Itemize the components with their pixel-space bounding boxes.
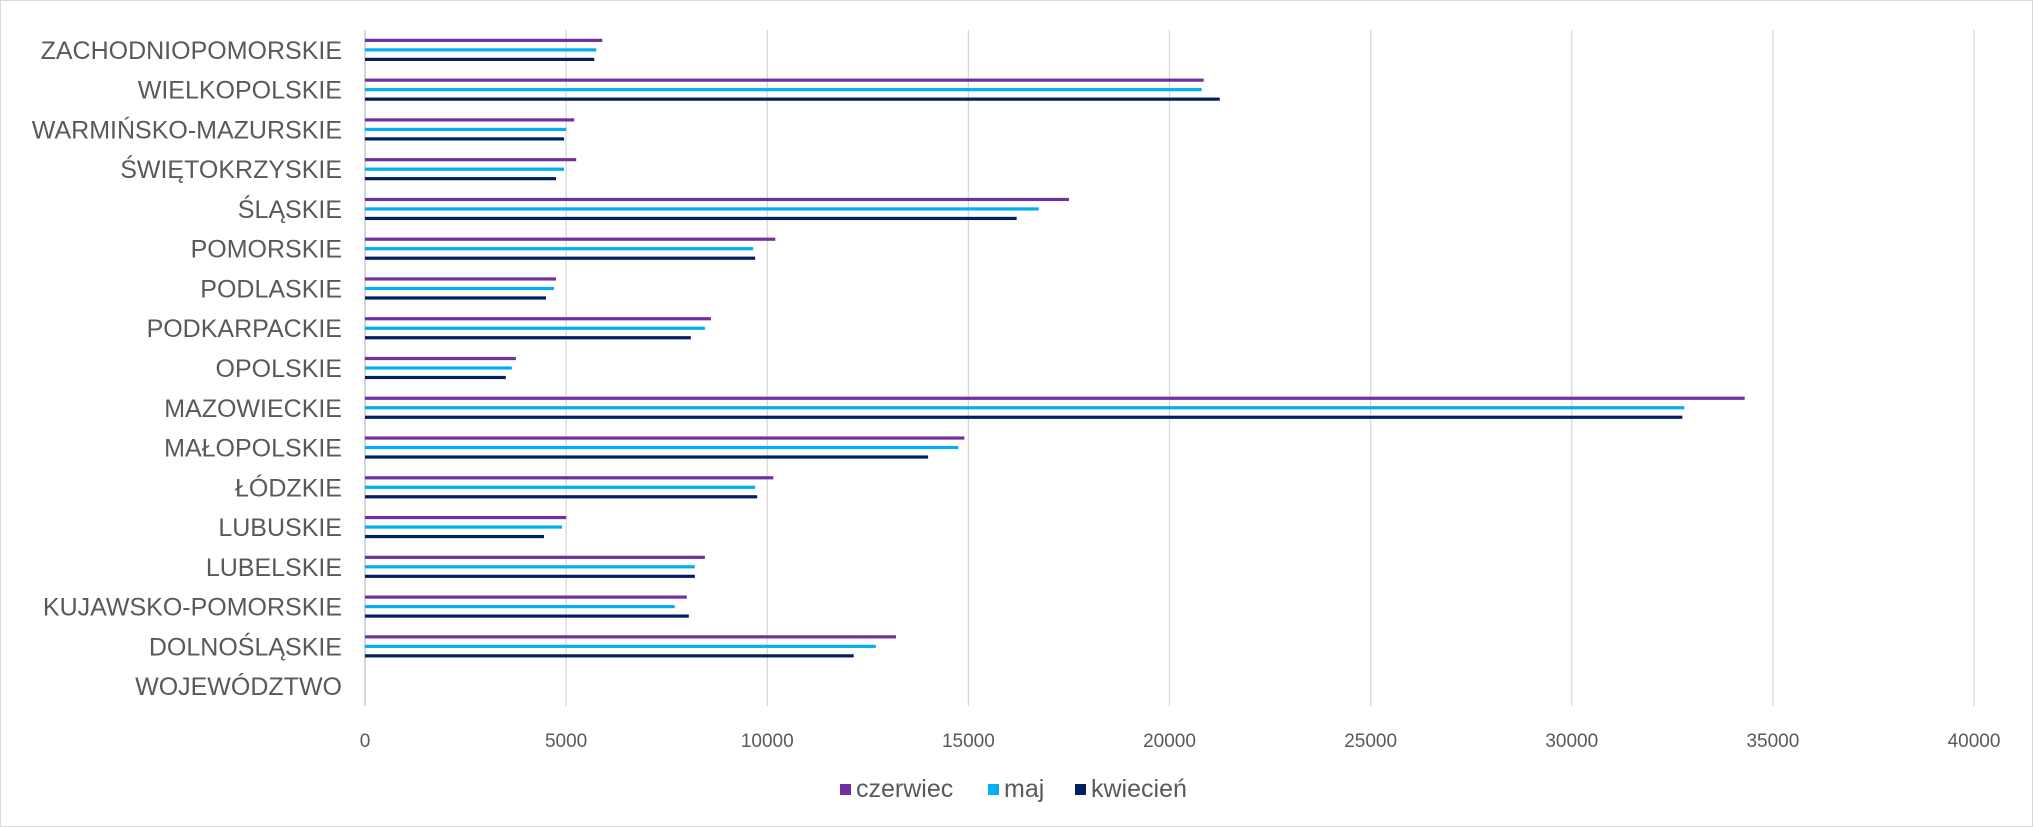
bar-maj [365, 565, 695, 569]
bar-maj [365, 48, 597, 52]
x-tick-label: 15000 [942, 731, 995, 752]
x-tick-label: 25000 [1344, 731, 1397, 752]
bar-czerwiec [365, 158, 577, 162]
bar-kwiecień [365, 375, 506, 380]
bar-maj [365, 88, 1202, 92]
category-label: ZACHODNIOPOMORSKIE [41, 37, 342, 65]
bar-czerwiec [365, 515, 567, 520]
category-label: WOJEWÓDZTWO [135, 672, 342, 701]
legend-label: kwiecień [1091, 775, 1187, 803]
bar-maj [365, 286, 555, 291]
bar-kwiecień [365, 137, 565, 141]
bar-kwiecień [365, 574, 695, 578]
bar-maj [365, 644, 876, 648]
category-label: LUBUSKIE [218, 514, 342, 542]
category-label: WIELKOPOLSKIE [138, 77, 342, 105]
x-tick-label: 35000 [1746, 731, 1799, 752]
bar-kwiecień [365, 654, 854, 658]
category-label: MAŁOPOLSKIE [164, 435, 342, 463]
x-tick-label: 10000 [741, 731, 794, 752]
bar-maj [365, 485, 756, 489]
bar-maj [365, 326, 705, 330]
bar-czerwiec [365, 197, 1069, 202]
bar-maj [365, 604, 675, 609]
category-label: OPOLSKIE [216, 355, 342, 383]
bar-kwiecień [365, 534, 545, 539]
bar-maj [365, 207, 1039, 211]
bar-czerwiec [365, 436, 965, 440]
bar-czerwiec [365, 555, 705, 559]
category-label: LUBELSKIE [206, 554, 342, 582]
category-label: KUJAWSKO-POMORSKIE [43, 594, 342, 622]
bar-maj [365, 406, 1685, 410]
bar-maj [365, 525, 563, 529]
category-label: ŚLĄSKIE [238, 194, 342, 224]
legend: czerwiec maj kwiecień [840, 775, 1187, 803]
bar-czerwiec [365, 356, 516, 361]
x-tick-label: 40000 [1948, 731, 2001, 752]
legend-swatch-czerwiec [840, 784, 851, 795]
category-label: PODKARPACKIE [147, 315, 342, 343]
category-label: POMORSKIE [191, 236, 342, 264]
bar-maj [365, 445, 959, 450]
category-label: ŁÓDZKIE [235, 473, 342, 502]
x-tick-label: 5000 [545, 731, 587, 752]
bar-czerwiec [365, 595, 687, 599]
bar-kwiecień [365, 614, 689, 618]
bar-kwiecień [365, 57, 595, 61]
x-tick-labels: 0 5000 10000 15000 20000 25000 30000 35000 40000 [360, 731, 2001, 752]
bar-maj [365, 127, 567, 132]
bar-kwiecień [365, 455, 929, 459]
bar-kwiecień [365, 256, 756, 260]
bar-czerwiec [365, 317, 711, 321]
legend-swatch-kwiecień [1075, 784, 1086, 795]
bar-maj [365, 366, 512, 370]
bar-czerwiec [365, 476, 774, 480]
category-label: ŚWIĘTOKRZYSKIE [120, 154, 342, 184]
bar-czerwiec [365, 78, 1204, 82]
bar-czerwiec [365, 396, 1745, 400]
bar-kwiecień [365, 97, 1220, 101]
bar-kwiecień [365, 216, 1017, 221]
bar-kwiecień [365, 495, 758, 499]
bar-kwiecień [365, 177, 557, 181]
x-tick-label: 0 [360, 731, 371, 752]
bar-czerwiec [365, 237, 776, 241]
x-tick-label: 20000 [1143, 731, 1196, 752]
gridlines [364, 30, 1975, 706]
bar-kwiecień [365, 296, 547, 300]
bar-czerwiec [365, 635, 896, 639]
x-tick-label: 30000 [1545, 731, 1598, 752]
bars [365, 38, 1745, 658]
bar-kwiecień [365, 336, 691, 340]
bar-kwiecień [365, 415, 1683, 419]
category-labels: WOJEWÓDZTWO DOLNOŚLĄSKIE KUJAWSKO-POMORSKI… [32, 37, 342, 701]
legend-swatch-maj [988, 784, 999, 795]
bar-maj [365, 167, 565, 171]
category-label: WARMIŃSKO-MAZURSKIE [32, 115, 342, 144]
bar-czerwiec [365, 118, 575, 122]
category-label: DOLNOŚLĄSKIE [149, 631, 342, 661]
bar-maj [365, 247, 754, 251]
bar-czerwiec [365, 277, 557, 281]
bar-czerwiec [365, 38, 603, 42]
legend-label: maj [1004, 775, 1044, 803]
category-label: MAZOWIECKIE [164, 395, 342, 423]
category-label: PODLASKIE [200, 275, 342, 303]
legend-label: czerwiec [856, 775, 953, 803]
